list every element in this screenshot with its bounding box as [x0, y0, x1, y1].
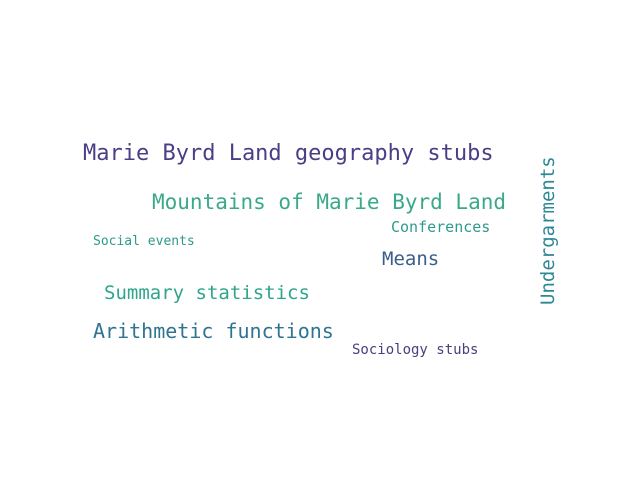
- word-summary-statistics: Summary statistics: [104, 282, 310, 304]
- word-social-events: Social events: [93, 234, 195, 249]
- word-marie-byrd-land-geography-stubs: Marie Byrd Land geography stubs: [83, 141, 494, 166]
- word-undergarments: Undergarments: [537, 156, 559, 305]
- word-arithmetic-functions: Arithmetic functions: [93, 319, 334, 343]
- word-means: Means: [382, 248, 440, 270]
- word-conferences: Conferences: [391, 218, 491, 236]
- word-sociology-stubs: Sociology stubs: [352, 342, 479, 358]
- word-mountains-of-marie-byrd-land: Mountains of Marie Byrd Land: [152, 190, 507, 214]
